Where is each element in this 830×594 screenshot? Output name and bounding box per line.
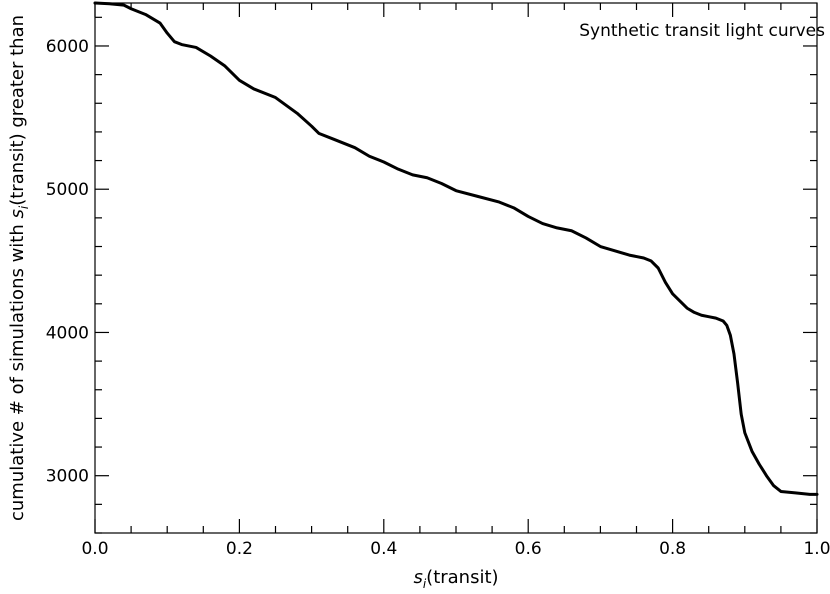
series-line [93,1,819,496]
x-tick-label: 0.6 [515,539,542,559]
y-tick-label: 3000 [46,467,89,487]
x-axis-title-rest: (transit) [426,567,498,588]
x-tick-label: 0.0 [81,539,108,559]
x-tick-label: 0.8 [659,539,686,559]
y-tick-label: 6000 [46,37,89,57]
x-tick-label: 1.0 [803,539,830,559]
x-tick-label: 0.4 [370,539,397,559]
axis-tick-labels: 0.0 0.2 0.4 0.6 0.8 1.0 3000 4000 5000 6000 [46,37,830,559]
y-tick-label: 5000 [46,180,89,200]
y-axis-title: cumulative # of simulations with si(tran… [7,15,31,521]
x-axis-title: si(transit) [413,567,498,591]
y-axis-title-post: (transit) greater than [7,15,28,206]
y-tick-label: 4000 [46,323,89,343]
plot-frame [94,2,818,534]
x-axis-title-var: s [413,567,422,588]
axis-ticks [94,3,818,534]
x-axis-title-sub: i [423,577,427,591]
legend-label: Synthetic transit light curves [579,21,825,41]
x-tick-label: 0.2 [226,539,253,559]
y-axis-title-pre: cumulative # of simulations with [7,219,28,522]
y-axis-title-var: s [7,209,28,218]
y-axis-title-sub: i [17,205,31,209]
